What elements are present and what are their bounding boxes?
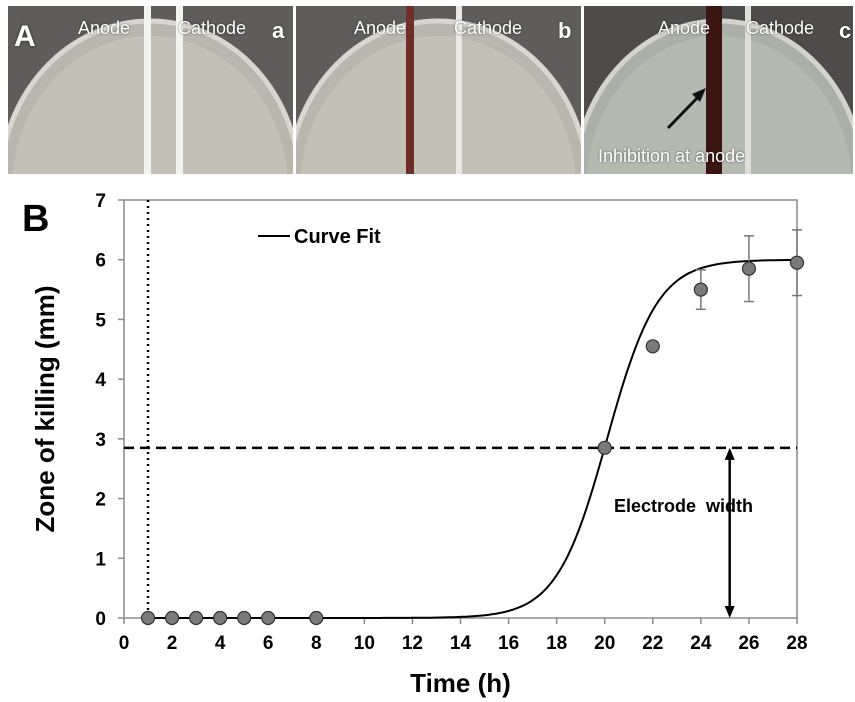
y-tick-label: 7 (95, 191, 106, 212)
cathode-label: Cathode (746, 18, 815, 38)
x-tick-label: 14 (450, 633, 472, 654)
petri-dish-image-a (8, 6, 293, 174)
x-tick-label: 16 (498, 633, 519, 654)
x-tick-label: 28 (786, 633, 807, 654)
inhibition-note: Inhibition at anode (598, 146, 746, 166)
y-tick-label: 1 (95, 549, 106, 570)
cathode-label: Cathode (178, 18, 247, 38)
photo-panel-c: Anode Cathode c Inhibition at anode (584, 6, 853, 174)
arrow-head-bottom (724, 606, 735, 618)
panel-label-a: A (14, 20, 36, 53)
electrode-width-label: Electrode width (614, 496, 753, 516)
y-tick-label: 5 (95, 310, 106, 331)
subpanel-letter: a (272, 18, 285, 43)
x-tick-label: 12 (402, 633, 423, 654)
subpanel-letter: b (558, 18, 572, 43)
data-point (693, 282, 708, 297)
x-tick-label: 0 (119, 633, 130, 654)
x-tick-label: 2 (167, 633, 178, 654)
x-tick-label: 6 (263, 633, 274, 654)
data-point (309, 610, 324, 626)
y-tick-label: 0 (95, 609, 106, 630)
x-tick-label: 18 (546, 633, 567, 654)
data-point (237, 610, 252, 626)
cathode-label: Cathode (454, 18, 523, 38)
y-tick-label: 6 (95, 251, 106, 272)
x-tick-label: 20 (594, 633, 615, 654)
y-axis-title: Zone of killing (mm) (30, 286, 60, 533)
data-point (213, 610, 228, 626)
x-tick-label: 26 (738, 633, 759, 654)
x-tick-label: 10 (354, 633, 375, 654)
data-point (261, 610, 276, 626)
arrow-head-top (724, 447, 735, 460)
x-tick-label: 8 (311, 633, 322, 654)
curve-fit-line (148, 258, 797, 619)
petri-dish-image-b (296, 6, 581, 174)
x-axis-title: Time (h) (410, 668, 511, 698)
y-tick-label: 3 (95, 430, 106, 451)
photo-panel-b: Anode Cathode b (296, 6, 581, 174)
petri-dish-photos: A Anode Cathode a Anode Cathode b Anode (8, 6, 853, 174)
plot-frame (123, 199, 798, 619)
y-tick-label: 4 (95, 370, 106, 391)
data-point (789, 255, 805, 270)
anode-label: Anode (354, 18, 407, 38)
data-point (189, 610, 204, 626)
data-point (597, 440, 612, 455)
legend-label: Curve Fit (294, 226, 381, 248)
photo-panel-a: A Anode Cathode a (8, 6, 293, 174)
petri-dish-image-c (584, 6, 853, 174)
x-tick-label: 4 (215, 633, 226, 654)
y-tick-label: 2 (95, 490, 106, 511)
x-tick-label: 22 (642, 633, 663, 654)
anode-label: Anode (658, 18, 711, 38)
inhibition-arrow (666, 92, 703, 130)
data-point (645, 339, 660, 354)
anode-label: Anode (78, 18, 131, 38)
panel-label-b: B (22, 198, 50, 240)
data-point (741, 261, 757, 276)
x-tick-label: 24 (690, 633, 712, 654)
subpanel-letter: c (839, 18, 852, 43)
data-point (164, 610, 180, 626)
data-point (140, 610, 156, 626)
